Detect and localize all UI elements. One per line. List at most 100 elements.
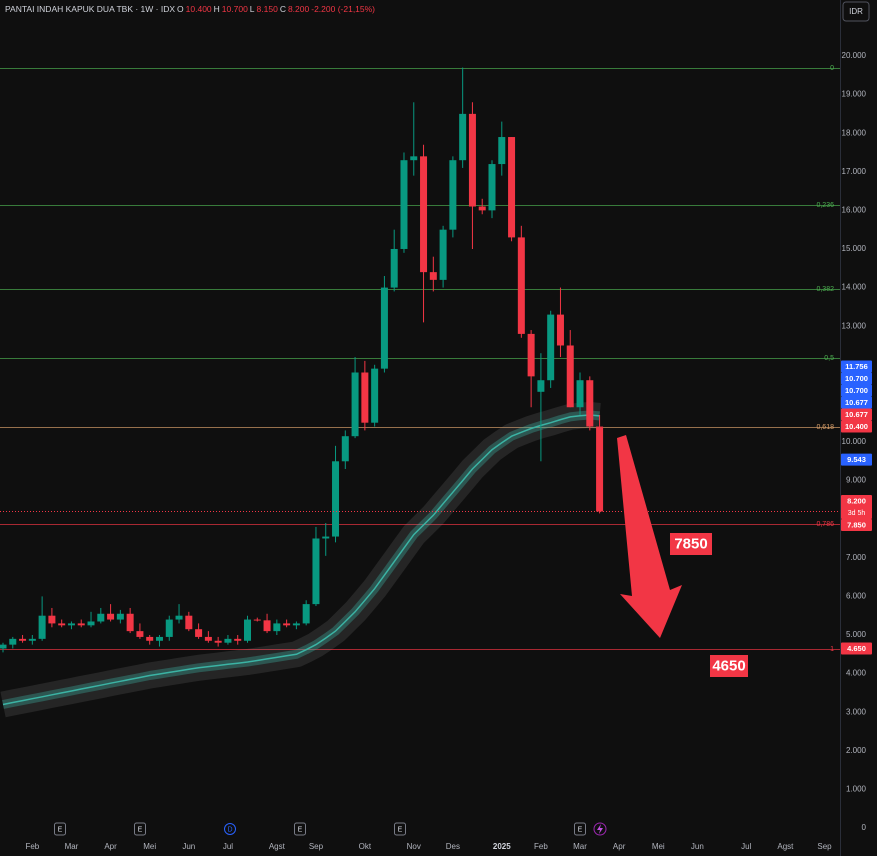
candle-body [566,345,574,408]
candle-body [537,380,545,392]
candle-body [28,638,36,641]
annotation: 4650 [712,657,745,674]
event-marker [294,822,306,836]
x-tick-label: Apr [613,842,626,851]
candle-body [527,333,535,377]
currency-button[interactable] [842,1,870,22]
fib-label: 0,618 [816,424,834,431]
candle-body [273,623,281,632]
x-tick-label: Sep [309,842,324,851]
price-label-box [841,642,872,655]
y-tick-label: 20.000 [842,51,867,60]
price-label: 10.700 [845,374,868,383]
price-label: 4.650 [847,644,866,653]
candle-body [390,248,398,288]
event-marker [394,822,406,836]
candle-body [185,615,193,630]
fib-label: 0,786 [816,521,834,528]
price-label: 11.756 [845,362,868,371]
currency: IDR [849,7,863,16]
y-tick-label: 3.000 [846,707,867,716]
event-label: E [58,826,63,833]
candle-body [380,287,388,369]
price-label-box [841,384,872,397]
event-marker [134,822,146,836]
x-tick-label: Mei [143,842,156,851]
x-tick-label: Jun [691,842,704,851]
candle-body [547,314,555,381]
candle-body [155,636,163,641]
x-tick-label: Feb [25,842,39,851]
price-label: 9.543 [847,455,866,464]
candle-body [77,623,85,626]
candle-body [420,156,428,273]
price-label-box [841,372,872,385]
candle-body [175,615,183,620]
y-tick-label: 5.000 [846,630,867,639]
price-label: 7.850 [847,520,866,529]
ma-line [2,414,600,706]
ohlc-value: 8.150 [256,4,278,14]
header: PANTAI INDAH KAPUK DUA TBK · 1W · IDX O 10… [5,4,377,14]
candle-body [371,368,379,423]
candle-body [253,619,261,621]
candle-body [478,206,486,211]
x-tick-label: Jul [223,842,233,851]
y-tick-label: 2.000 [846,746,867,755]
ohlc-value: 10.400 [185,4,212,14]
x-tick-label: Apr [104,842,117,851]
y-tick-label: 9.000 [846,476,867,485]
candle-body [224,638,232,643]
ohlc-key: C [279,4,286,14]
fib-label: 0,236 [816,202,834,209]
candle-body [361,372,369,423]
candle-body [116,613,124,620]
candle-body [556,314,564,346]
y-tick-label: 0 [862,823,867,832]
candle-body [410,156,418,161]
arrow [617,435,682,638]
price-label: 10.677 [845,398,868,407]
price-label: 10.677 [845,410,868,419]
x-tick-label: Agst [777,842,794,851]
candle-body [498,137,506,165]
annotation-box [670,533,712,555]
event-marker [574,822,586,836]
x-tick-label: Jul [741,842,751,851]
y-tick-label: 10.000 [842,437,867,446]
y-tick-label: 13.000 [842,321,867,330]
x-tick-label: 2025 [493,842,511,851]
price-label-box [841,453,872,466]
candle-body [312,538,320,605]
y-tick-label: 1.000 [846,785,867,794]
price-label-sub: 3d 5h [848,510,866,517]
annotation: 7850 [674,535,707,552]
ohlc-key: O [177,4,184,14]
candle-body [322,536,330,539]
candle-body [204,636,212,641]
y-tick-label: 17.000 [842,167,867,176]
candle-body [67,623,75,626]
event-label: E [298,826,303,833]
candle-body [58,623,66,626]
candle-body [302,604,310,624]
candle-body [165,619,173,637]
price-label-box [841,518,872,531]
candle-body [126,613,134,632]
candle-body [351,372,359,437]
candle-body [332,461,340,537]
candle-body [263,620,271,632]
candle-body [97,613,105,622]
y-tick-label: 19.000 [842,90,867,99]
x-tick-label: Jun [182,842,195,851]
event-marker [54,822,66,836]
candle-body [576,380,584,408]
candle-body [195,629,203,637]
ohlc-value: 10.700 [221,4,248,14]
event-marker [224,823,236,835]
event-label: E [138,826,143,833]
candle-body [449,160,457,230]
candle-body [234,638,242,641]
